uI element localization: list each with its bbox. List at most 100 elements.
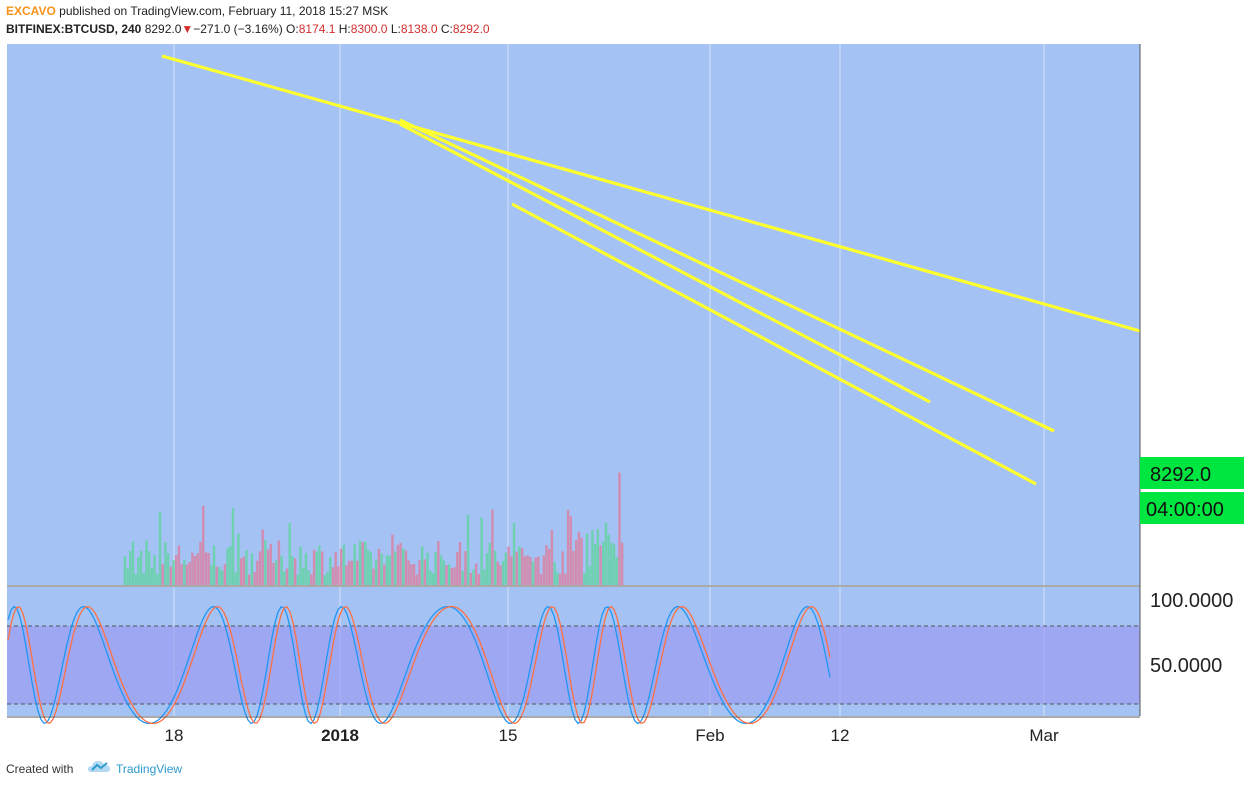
volume-bar <box>196 553 200 585</box>
volume-bar <box>218 567 221 585</box>
trendlines[interactable] <box>161 54 1141 486</box>
volume-bar <box>169 566 173 585</box>
volume-bar <box>402 548 405 585</box>
volume-bar <box>542 555 545 585</box>
volume-bar <box>429 570 432 585</box>
volume-bar <box>329 556 332 585</box>
chart-footer: Created with TradingView <box>0 752 1248 786</box>
time-tick-label: 15 <box>499 726 518 745</box>
volume-bar <box>272 562 275 585</box>
volume-bar <box>161 564 164 585</box>
volume-bar <box>299 546 302 585</box>
symbol-label[interactable]: BITFINEX:BTCUSD, 240 <box>6 22 142 36</box>
volume-bar <box>137 556 140 585</box>
trendline <box>511 202 1037 486</box>
volume-bar <box>610 542 613 585</box>
open-value: 8174.1 <box>298 22 336 36</box>
volume-bar <box>588 566 591 585</box>
chart-header: EXCAVO published on TradingView.com, Feb… <box>0 0 1248 44</box>
volume-bar <box>312 549 316 585</box>
volume-bar <box>369 552 373 585</box>
volume-bar <box>504 552 508 585</box>
volume-bar <box>220 570 224 585</box>
volume-bar <box>253 571 256 585</box>
low-value: 8138.0 <box>400 22 438 36</box>
open-label: O: <box>286 22 299 36</box>
volume-bar <box>342 544 345 585</box>
author-name[interactable]: EXCAVO <box>6 4 56 18</box>
volume-bar <box>285 568 289 585</box>
volume-bar <box>188 562 191 585</box>
volume-bar <box>242 556 245 585</box>
volume-bar <box>385 555 389 585</box>
volume-bar <box>561 551 564 585</box>
volume-bar <box>442 560 445 585</box>
volume-bar <box>393 551 397 585</box>
volume-bar <box>475 563 478 585</box>
price-tag-box <box>1140 457 1244 489</box>
last-price: 8292.0 <box>144 22 182 36</box>
down-arrow-icon: ▼ <box>181 22 194 36</box>
volume-bar <box>558 573 562 585</box>
volume-bar <box>604 522 608 585</box>
volume-bar <box>537 556 540 585</box>
volume-bar <box>466 514 470 585</box>
volume-bar <box>361 542 364 585</box>
volume-bar <box>391 534 394 585</box>
stochastic-tick-label: 50.0000 <box>1150 655 1222 677</box>
close-value: 8292.0 <box>452 22 490 36</box>
price-tag-label: 8292.0 <box>1150 464 1211 486</box>
volume-bar <box>202 505 205 585</box>
volume-bar <box>320 551 324 585</box>
volume-bar <box>212 545 216 585</box>
volume-bar <box>145 540 148 585</box>
volume-bar <box>523 556 527 585</box>
published-text: published on TradingView.com, February 1… <box>59 4 389 18</box>
volume-bar <box>180 564 183 585</box>
time-tick-label: 18 <box>165 726 184 745</box>
volume-bar <box>266 549 270 585</box>
trendline <box>399 118 1055 433</box>
volume-bar <box>166 553 170 585</box>
volume-bar <box>547 549 551 585</box>
volume-bar <box>131 541 135 585</box>
volume-bar <box>164 542 167 585</box>
volume-bar <box>396 544 400 585</box>
volume-bar <box>339 548 343 585</box>
volume-bar <box>231 508 235 585</box>
volume-bar <box>191 552 194 585</box>
volume-bar <box>507 546 510 585</box>
volume-bar <box>245 550 248 585</box>
volume-bar <box>437 541 440 585</box>
volume-bar <box>556 572 559 585</box>
volume-bar <box>575 540 578 585</box>
volume-bar <box>383 564 386 585</box>
tradingview-link[interactable]: TradingView <box>116 762 183 776</box>
volume-bar <box>526 555 529 585</box>
volume-bar <box>226 548 229 585</box>
volume-bar <box>583 573 586 585</box>
volume-bar <box>566 510 570 585</box>
volume-bar <box>204 552 208 585</box>
volume-bar <box>175 555 178 585</box>
volume-bar <box>280 555 283 585</box>
volume-bar <box>515 551 518 585</box>
volume-bar <box>607 534 610 585</box>
volume-bar <box>469 572 473 585</box>
tradingview-cloud-icon <box>88 761 110 772</box>
volume-bar <box>261 529 264 585</box>
volume-bar <box>123 556 127 585</box>
volume-bar <box>599 545 602 585</box>
ohlc-line: BITFINEX:BTCUSD, 240 8292.0▼−271.0 (−3.1… <box>6 22 490 36</box>
volume-bar <box>496 561 500 585</box>
volume-bar <box>177 545 181 585</box>
publisher-line: EXCAVO published on TradingView.com, Feb… <box>6 4 388 18</box>
volume-bar <box>315 551 318 585</box>
volume-bar <box>512 522 516 585</box>
volume-bar <box>129 551 132 585</box>
volume-bar <box>534 557 537 585</box>
volume-bar <box>399 542 402 585</box>
volume-bar <box>488 542 491 585</box>
chart-canvas[interactable]: Left ShoulderHeadRight Shoulder 18201815… <box>0 44 1248 752</box>
volume-bar <box>153 555 156 585</box>
